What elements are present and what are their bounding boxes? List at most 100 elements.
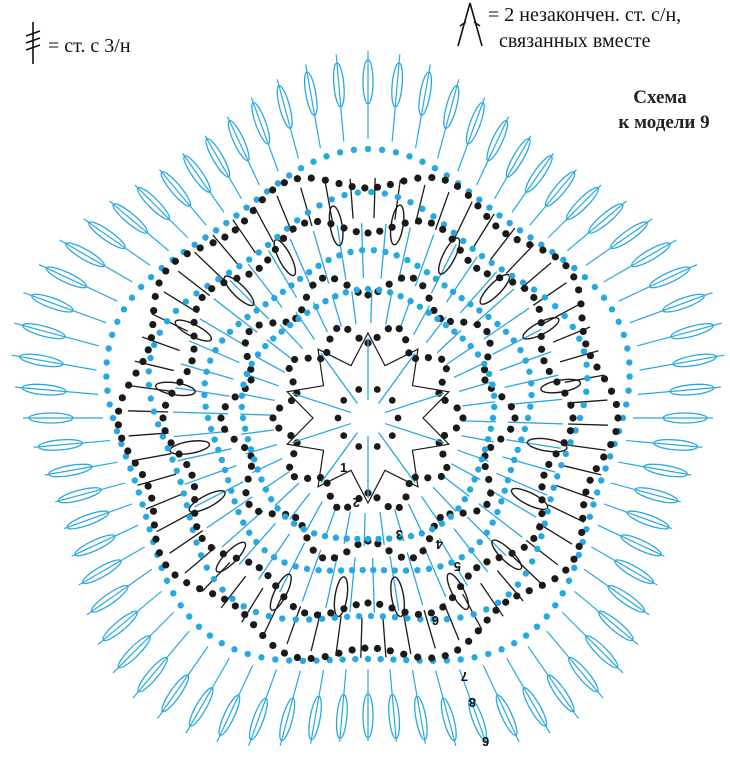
chain-dot bbox=[379, 613, 387, 620]
chain-dot bbox=[483, 270, 491, 278]
chain-dot bbox=[464, 572, 472, 580]
chain-dot bbox=[271, 245, 279, 254]
chain-dot bbox=[614, 414, 622, 422]
chain-dot bbox=[304, 354, 312, 362]
chain-dot bbox=[265, 612, 273, 620]
chain-dot bbox=[403, 656, 410, 664]
chain-dot bbox=[252, 608, 260, 616]
fan-stitch bbox=[216, 665, 254, 743]
petal-stitch bbox=[630, 242, 671, 268]
chain-dot bbox=[297, 164, 305, 172]
stitch-line bbox=[532, 282, 567, 306]
chain-dot bbox=[201, 380, 208, 387]
chain-dot bbox=[402, 567, 410, 574]
stitch-line bbox=[385, 292, 393, 325]
stitch-line bbox=[263, 597, 282, 635]
chain-dot bbox=[458, 553, 466, 561]
chain-dot bbox=[626, 359, 633, 366]
chain-dot bbox=[460, 237, 467, 245]
chain-dot bbox=[348, 182, 356, 191]
chain-dot bbox=[489, 519, 496, 526]
chain-dot bbox=[620, 331, 628, 339]
fan-stitch bbox=[109, 200, 170, 252]
stitch-line bbox=[443, 602, 460, 641]
chain-dot bbox=[268, 510, 276, 518]
cluster-oval bbox=[526, 437, 568, 453]
chain-dot bbox=[521, 425, 529, 433]
chain-dot bbox=[250, 621, 258, 629]
fan-stitch bbox=[63, 503, 133, 530]
chain-dot bbox=[429, 526, 436, 533]
stitch-line bbox=[505, 244, 535, 274]
chain-dot bbox=[274, 233, 281, 241]
petal-stitch bbox=[610, 221, 648, 250]
chain-dot bbox=[176, 378, 184, 386]
chain-dot bbox=[293, 653, 301, 662]
chain-dot bbox=[309, 281, 317, 289]
chain-dot bbox=[240, 381, 247, 388]
chain-dot bbox=[473, 564, 481, 572]
stitch-line bbox=[279, 324, 304, 350]
chain-dot bbox=[155, 549, 164, 557]
petal-stitch bbox=[227, 119, 250, 162]
chain-dot bbox=[476, 538, 483, 546]
chain-dot bbox=[289, 378, 297, 386]
chain-dot bbox=[487, 443, 495, 452]
stitch-line bbox=[300, 187, 313, 227]
chain-dot bbox=[326, 335, 334, 343]
chain-dot bbox=[508, 549, 516, 557]
chain-dot bbox=[539, 246, 547, 254]
chain-dot bbox=[561, 389, 569, 397]
chain-dot bbox=[423, 268, 431, 276]
chain-dot bbox=[109, 414, 117, 422]
chain-dot bbox=[177, 478, 184, 486]
stitch-line bbox=[349, 557, 356, 613]
stitch-line bbox=[379, 512, 385, 546]
chain-dot bbox=[312, 303, 320, 310]
chain-dot bbox=[409, 274, 418, 282]
chain-dot bbox=[579, 514, 587, 522]
chain-dot bbox=[248, 360, 255, 367]
chain-dot bbox=[537, 345, 546, 353]
chain-dot bbox=[424, 354, 432, 362]
chain-dot bbox=[441, 652, 449, 660]
chain-dot bbox=[442, 365, 450, 373]
chain-dot bbox=[513, 592, 521, 600]
chain-dot bbox=[150, 408, 158, 415]
stitch-line bbox=[446, 345, 475, 366]
chain-dot bbox=[183, 502, 191, 509]
chain-dot bbox=[212, 227, 220, 234]
petal-stitch bbox=[620, 534, 662, 557]
stitch-line bbox=[301, 549, 322, 602]
chain-dot bbox=[441, 396, 449, 404]
chain-dot bbox=[559, 590, 566, 597]
petal-stitch bbox=[303, 71, 318, 116]
fan-stitch bbox=[529, 169, 577, 226]
chain-dot bbox=[292, 563, 299, 570]
chain-dot bbox=[478, 456, 485, 463]
row-number-8: 8 bbox=[469, 695, 476, 710]
row-number-9: 9 bbox=[482, 734, 489, 749]
petal-stitch bbox=[669, 383, 715, 396]
chain-dot bbox=[201, 391, 208, 399]
stitch-line bbox=[232, 219, 256, 254]
fan-stitch bbox=[636, 322, 722, 347]
chain-dot bbox=[148, 494, 156, 502]
row-number-2: 2 bbox=[353, 495, 360, 510]
stitch-line bbox=[459, 381, 492, 392]
chain-dot bbox=[204, 414, 212, 422]
chain-dot bbox=[430, 213, 437, 220]
chain-dot bbox=[393, 252, 400, 259]
chain-dot bbox=[350, 146, 358, 154]
chain-dot bbox=[105, 345, 112, 352]
chain-dot bbox=[586, 352, 595, 360]
chain-dot bbox=[301, 609, 309, 617]
fan-stitch bbox=[14, 322, 100, 347]
chain-dot bbox=[253, 196, 260, 203]
chain-dot bbox=[255, 249, 262, 256]
chain-dot bbox=[332, 293, 339, 300]
chain-dot bbox=[375, 535, 382, 543]
chain-dot bbox=[582, 488, 590, 496]
chain-dot bbox=[538, 533, 545, 540]
chain-dot bbox=[459, 509, 467, 517]
